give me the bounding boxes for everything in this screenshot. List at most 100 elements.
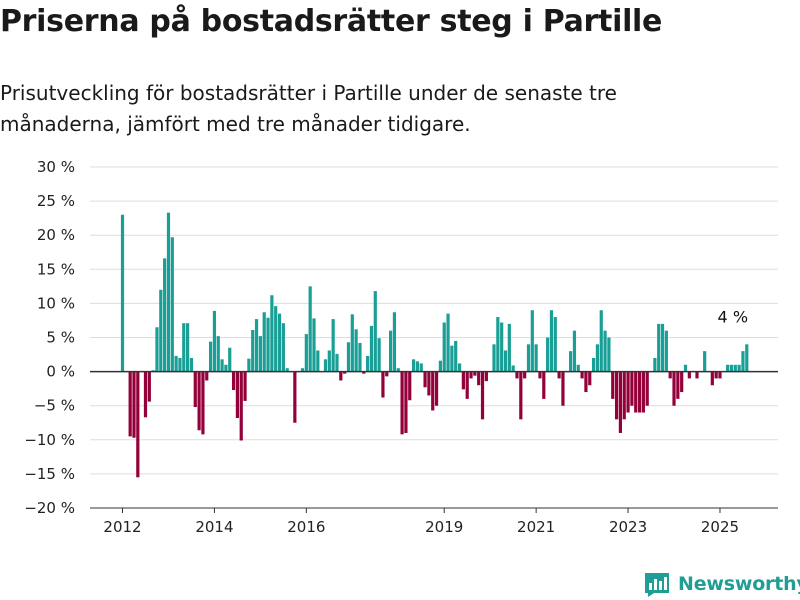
bar (595, 344, 600, 372)
bar (143, 371, 148, 418)
bar (120, 214, 125, 372)
bar (193, 371, 197, 408)
bar (381, 371, 385, 398)
bar (147, 371, 151, 402)
bar (346, 342, 351, 372)
bar (680, 371, 684, 393)
y-tick-label: −20 % (24, 499, 75, 517)
bar (507, 323, 511, 372)
bar (503, 350, 508, 372)
bar (128, 371, 132, 437)
bar (277, 313, 282, 372)
bar (611, 371, 615, 399)
bar (254, 319, 259, 372)
bar (526, 344, 531, 372)
bar (461, 371, 465, 390)
chart-title: Priserna på bostadsrätter steg i Partill… (0, 4, 663, 39)
bar (622, 371, 626, 420)
bar (396, 368, 400, 372)
bar (327, 350, 331, 372)
bar-chart-logo-icon (645, 573, 669, 597)
y-tick-label: −5 % (34, 397, 75, 415)
bar (369, 325, 374, 372)
y-tick-label: 30 % (37, 158, 75, 176)
bar (228, 347, 232, 372)
x-tick-label: 2025 (701, 518, 739, 536)
bar (163, 258, 167, 372)
bar (683, 364, 688, 372)
bar (454, 340, 458, 372)
bar (293, 371, 297, 423)
y-tick-label: 25 % (37, 192, 75, 210)
bar (496, 317, 500, 372)
bar (431, 371, 435, 411)
bar (266, 317, 270, 372)
bar (614, 371, 619, 420)
bar (645, 371, 649, 406)
x-tick-label: 2012 (103, 518, 141, 536)
bar (660, 323, 665, 372)
bar (197, 371, 201, 431)
bar (354, 329, 358, 372)
bar (377, 338, 381, 372)
bar (216, 336, 220, 372)
bar (618, 371, 622, 433)
bar (500, 322, 504, 372)
bar (653, 357, 657, 372)
bar (270, 295, 274, 372)
bar (258, 336, 262, 372)
bar (484, 371, 488, 382)
x-tick-label: 2019 (425, 518, 463, 536)
bar (710, 371, 714, 386)
bar (231, 371, 236, 391)
bar (588, 371, 592, 386)
bar (572, 330, 577, 372)
bar (178, 357, 182, 372)
x-tick-label: 2014 (195, 518, 233, 536)
bar (733, 364, 737, 372)
bar (159, 289, 163, 372)
bar (186, 323, 190, 372)
bar (358, 342, 362, 372)
bar (599, 310, 603, 372)
bar (323, 359, 328, 372)
bar (530, 310, 534, 372)
bar (408, 371, 412, 401)
y-tick-label: 20 % (37, 226, 75, 244)
bar (714, 371, 718, 379)
bar (281, 323, 285, 372)
y-tick-label: 10 % (37, 294, 75, 312)
bar (239, 371, 243, 441)
bar (205, 371, 209, 381)
x-tick-label: 2023 (609, 518, 647, 536)
bar (423, 371, 427, 388)
newsworthy-logo: Newsworthy (643, 570, 800, 598)
y-tick-label: 5 % (46, 329, 75, 347)
bar (335, 353, 339, 372)
bar (300, 368, 305, 372)
bar (182, 323, 186, 372)
bar (446, 313, 450, 372)
bar (419, 363, 423, 372)
bar (220, 359, 224, 372)
bar (262, 312, 266, 372)
brand-name: Newsworthy (678, 573, 800, 595)
bar (427, 371, 431, 396)
bar (584, 371, 588, 393)
bar (201, 371, 205, 435)
bar-chart: 30 % 25 % 20 % 15 % 10 % 5 % 0 % −5 % −10 % −15 %… (24, 158, 778, 536)
bar (591, 357, 596, 372)
bar (603, 330, 607, 372)
y-tick-label: −15 % (24, 465, 75, 483)
bar (687, 371, 691, 379)
bar (155, 327, 159, 372)
bar (411, 359, 416, 372)
y-tick-label: 0 % (46, 363, 75, 381)
bar (224, 364, 228, 372)
bar (385, 371, 389, 377)
bar (438, 360, 442, 372)
bar (404, 371, 408, 433)
latest-value-annotation: 4 % (718, 307, 748, 326)
bar (737, 364, 741, 372)
bar (523, 371, 527, 379)
